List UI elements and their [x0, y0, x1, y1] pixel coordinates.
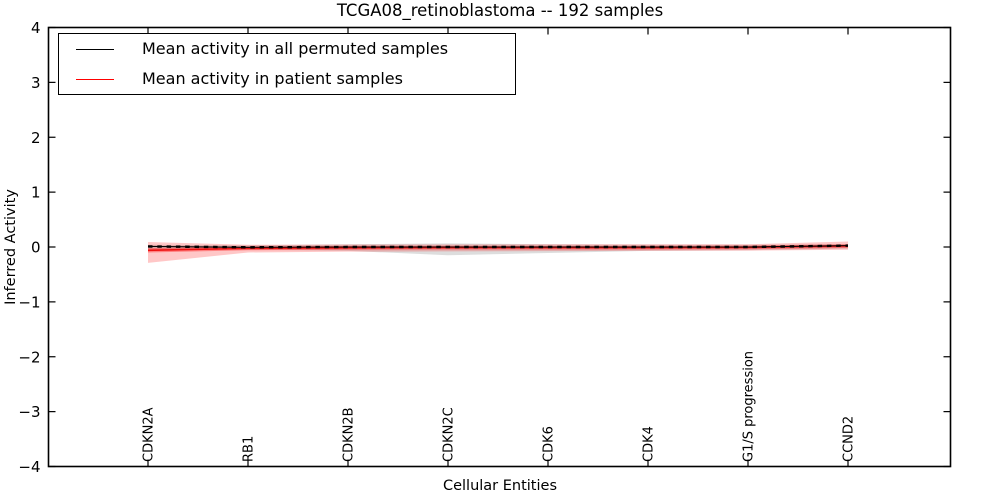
x-tick-label: CCND2 [842, 416, 857, 462]
x-tick-label: CDK4 [642, 426, 657, 462]
x-tick-label: G1/S progression [742, 351, 757, 462]
legend: Mean activity in all permuted samples Me… [58, 33, 516, 95]
legend-item-permuted: Mean activity in all permuted samples [59, 34, 515, 64]
legend-label: Mean activity in all permuted samples [142, 39, 449, 58]
y-axis-label: Inferred Activity [3, 189, 19, 305]
y-tick-label: −1 [18, 293, 40, 311]
series-lines [147, 244, 849, 252]
y-tick-labels: 4 3 2 1 0 −1 −2 −3 −4 [18, 19, 40, 476]
y-tick-label: 4 [31, 19, 41, 37]
chart-title: TCGA08_retinoblastoma -- 192 samples [336, 1, 664, 20]
y-tick-label: −2 [18, 348, 40, 366]
y-tick-label: 0 [31, 239, 41, 257]
permuted-mean-line [147, 245, 849, 248]
y-tick-label: 3 [31, 74, 41, 92]
legend-label: Mean activity in patient samples [142, 69, 403, 88]
legend-item-patient: Mean activity in patient samples [59, 64, 515, 94]
x-axis-label: Cellular Entities [442, 478, 558, 494]
y-tick-label: −4 [18, 458, 40, 476]
y-tick-label: 2 [31, 129, 41, 147]
legend-line-swatch-red [76, 78, 114, 80]
x-tick-label: CDKN2C [442, 407, 457, 462]
x-tick-label: CDK6 [542, 426, 557, 462]
series-bands [148, 241, 848, 263]
legend-line-swatch-black [76, 48, 114, 50]
axis-ticks [48, 26, 951, 468]
x-tick-labels: CDKN2A RB1 CDKN2B CDKN2C CDK6 CDK4 G1/S progre… [142, 351, 857, 462]
y-tick-label: 1 [31, 184, 41, 202]
x-tick-label: RB1 [242, 436, 257, 462]
x-tick-label: CDKN2B [342, 407, 357, 462]
x-tick-label: CDKN2A [142, 407, 157, 462]
y-tick-label: −3 [18, 403, 40, 421]
